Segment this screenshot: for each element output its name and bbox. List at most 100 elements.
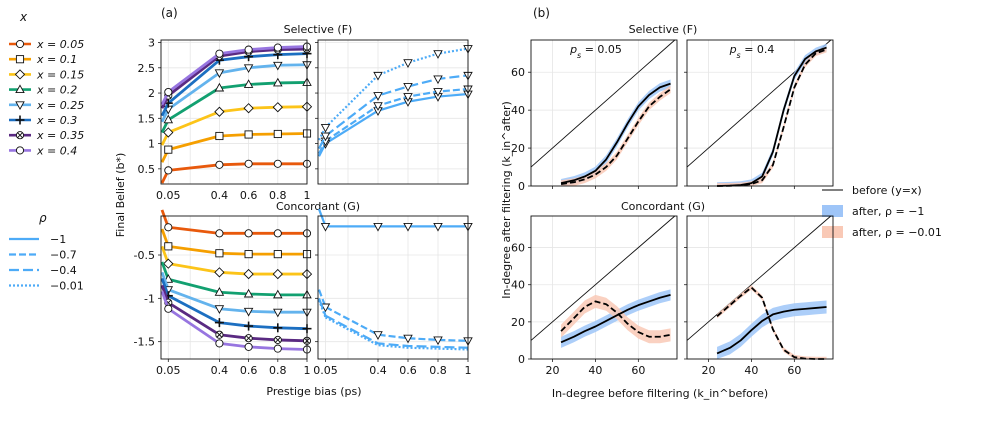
- x-tick-label: 60: [787, 364, 801, 377]
- data-point-marker: [373, 102, 383, 111]
- data-point-marker: [320, 222, 331, 232]
- confidence-band: [561, 79, 671, 186]
- chart-b-top-left: 0 20 40 60 ps = 0.05: [511, 39, 678, 193]
- a-top-title: Selective (F): [284, 23, 353, 36]
- panel-label-a: (a): [161, 6, 178, 20]
- data-point-marker: [243, 79, 254, 88]
- legend-x-entry: x = 0.05: [9, 38, 84, 51]
- legend-x-label: x = 0.3: [36, 114, 77, 127]
- legend-rho-label: −1: [50, 233, 66, 246]
- data-point-marker: [243, 64, 254, 74]
- series-line: [324, 47, 469, 129]
- a-ylabel: Final Belief (b*): [114, 153, 127, 237]
- axes-frame: [160, 215, 308, 360]
- data-point-marker: [273, 289, 283, 299]
- data-point-marker: [15, 101, 25, 111]
- data-point-marker: [373, 331, 383, 340]
- x-tick-label: 0.05: [156, 364, 181, 377]
- x-tick-label: 60: [631, 364, 645, 377]
- series-line: [324, 314, 469, 349]
- series-line: [168, 244, 307, 256]
- x-tick-label: 0.05: [156, 189, 181, 202]
- y-tick-label: -1: [144, 292, 155, 305]
- y-tick-label: 40: [511, 104, 525, 117]
- data-point-marker: [214, 106, 225, 117]
- data-point-marker: [214, 305, 225, 314]
- legend-rho: ρ −1 −0.7 −0.4 −0.01: [9, 211, 84, 293]
- b-bottom-title: Concordant (G): [621, 200, 705, 213]
- panel-label-b: (b): [533, 6, 550, 20]
- data-point-marker: [273, 129, 282, 139]
- data-point-marker: [243, 103, 254, 114]
- x-tick-label: 0.4: [369, 364, 387, 377]
- confidence-band: [561, 85, 671, 186]
- data-point-marker: [215, 249, 224, 258]
- chart-a-bottom-left: -0.5 -1 -1.5 0.05 0.4 0.6 0.8 1: [134, 209, 313, 377]
- series-line: [167, 277, 307, 297]
- series-line: [168, 262, 307, 276]
- x-tick-label: 20: [545, 364, 559, 377]
- y-tick-label: 1.5: [138, 112, 156, 125]
- data-point-marker: [272, 102, 283, 113]
- data-point-marker: [273, 43, 282, 52]
- chart-a-top-right: [315, 39, 473, 185]
- data-point-marker: [15, 131, 25, 140]
- data-point-marker: [320, 303, 331, 313]
- data-point-marker: [273, 77, 283, 87]
- data-point-marker: [433, 75, 443, 85]
- series-line: [560, 300, 671, 338]
- y-tick-label: 20: [511, 142, 525, 155]
- data-point-marker: [244, 229, 253, 238]
- data-point-marker: [15, 84, 25, 94]
- data-point-marker: [15, 39, 25, 49]
- data-point-marker: [272, 268, 283, 280]
- data-point-marker: [273, 61, 283, 71]
- data-point-marker: [273, 335, 282, 344]
- data-point-marker: [403, 93, 413, 102]
- x-tick-label: 1: [304, 364, 311, 377]
- legend-b-label: after, ρ = −1: [852, 205, 924, 218]
- data-point-marker: [273, 159, 282, 168]
- data-point-marker: [15, 115, 25, 125]
- chart-b-bottom-right: 20 40 60: [684, 215, 834, 377]
- axes-frame: [530, 39, 678, 187]
- series-line-segment: [318, 135, 327, 150]
- series-line-segment: [317, 299, 327, 318]
- x-tick-label: 0.8: [269, 364, 287, 377]
- panel-subtitle: ps = 0.4: [729, 43, 775, 60]
- legend-b: before (y=x) after, ρ = −1 after, ρ = −0.0…: [822, 184, 942, 239]
- data-point-marker: [403, 83, 413, 92]
- chart-a-bottom-right: 0.05 0.4 0.6 0.8 1: [313, 208, 473, 377]
- data-point-marker: [215, 339, 224, 348]
- data-point-marker: [164, 304, 173, 313]
- data-point-marker: [273, 229, 282, 238]
- series-line-segment: [160, 277, 170, 297]
- x-tick-label: 40: [744, 364, 758, 377]
- axes-frame: [686, 39, 834, 187]
- legend-x-entry: x = 0.1: [9, 53, 77, 66]
- data-point-marker: [214, 69, 225, 79]
- legend-x-label: x = 0.4: [36, 144, 77, 157]
- data-point-marker: [215, 131, 224, 141]
- legend-x-entry: x = 0.2: [9, 84, 77, 97]
- series-line: [716, 286, 827, 360]
- panel-subtitle: ps = 0.05: [569, 43, 622, 60]
- y-tick-label: 2.5: [138, 62, 156, 75]
- x-tick-label: 0.8: [429, 364, 447, 377]
- data-point-marker: [163, 258, 174, 269]
- y-tick-label: 0: [518, 353, 525, 366]
- series-line: [716, 306, 827, 355]
- legend-x-label: x = 0.35: [36, 129, 84, 142]
- x-tick-label: 0.6: [240, 364, 258, 377]
- x-tick-label: 0.4: [211, 189, 229, 202]
- axes-frame: [686, 215, 834, 360]
- data-point-marker: [320, 132, 331, 142]
- data-point-marker: [243, 268, 254, 280]
- data-point-marker: [163, 114, 174, 124]
- legend-b-swatch: [822, 205, 843, 217]
- data-point-marker: [214, 267, 225, 278]
- legend-rho-entry: −0.4: [9, 264, 77, 277]
- confidence-band: [561, 294, 671, 344]
- data-point-marker: [244, 334, 253, 343]
- data-point-marker: [164, 242, 173, 251]
